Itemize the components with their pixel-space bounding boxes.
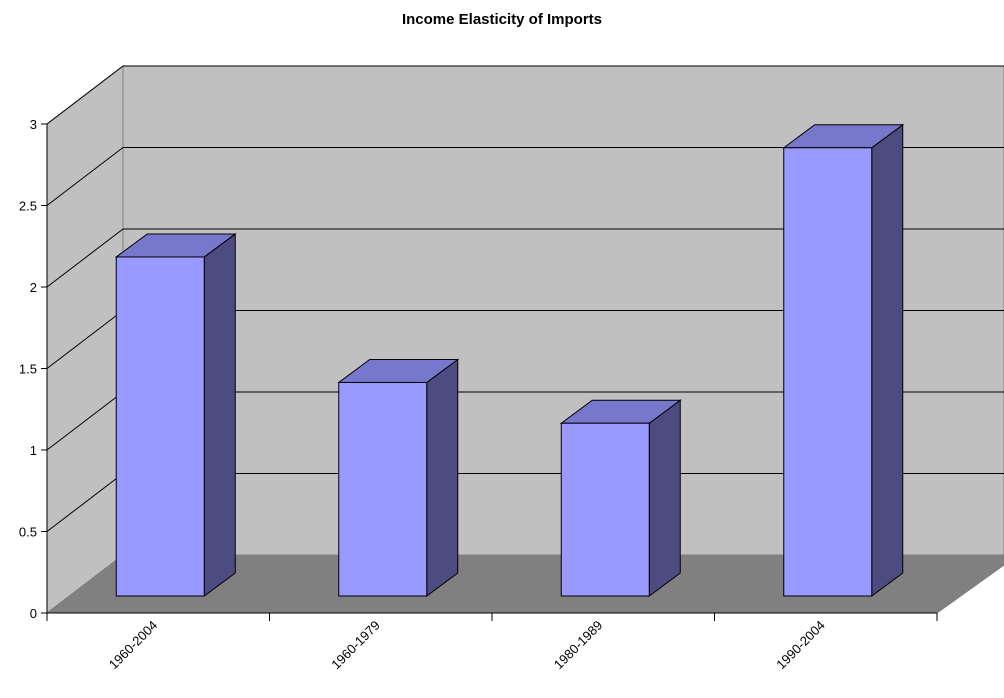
bar <box>114 232 237 597</box>
bars <box>114 123 905 597</box>
y-tick-label: 1 <box>30 443 37 458</box>
bar <box>782 123 905 597</box>
gridline-side <box>46 391 124 451</box>
gridline-side <box>46 473 124 532</box>
chart-title: Income Elasticity of Imports <box>401 11 603 28</box>
bar-side <box>203 232 236 597</box>
y-tick-label: 3 <box>30 117 37 132</box>
axes <box>41 123 938 621</box>
y-tick-label: 2.5 <box>19 199 37 214</box>
bar-side <box>426 358 459 597</box>
bar <box>337 358 460 597</box>
y-tick-label: 0.5 <box>19 525 37 540</box>
bar-side <box>648 399 681 597</box>
gridline-side <box>46 147 124 206</box>
bar <box>559 399 682 597</box>
y-tick-label: 1.5 <box>19 362 37 377</box>
bar-side <box>871 123 904 597</box>
y-tick-labels: 0 0.5 1 1.5 2 2.5 3 <box>19 117 37 621</box>
bar-front <box>560 422 650 597</box>
bar-front <box>783 147 873 597</box>
x-tick-label: 1980-1989 <box>551 618 606 673</box>
gridline-side <box>46 65 124 125</box>
bar-front <box>338 381 428 597</box>
gridline-side <box>46 228 124 288</box>
x-tick-label: 1990-2004 <box>773 618 828 673</box>
x-tick-label: 1960-1979 <box>328 618 383 673</box>
gridline-side <box>46 310 124 369</box>
y-tick-label: 0 <box>30 606 37 621</box>
x-tick-labels: 1960-2004 1960-1979 1980-1989 1990-2004 <box>106 618 828 673</box>
bar-front <box>115 256 205 597</box>
y-tick-label: 2 <box>30 280 37 295</box>
x-tick-label: 1960-2004 <box>106 618 161 673</box>
